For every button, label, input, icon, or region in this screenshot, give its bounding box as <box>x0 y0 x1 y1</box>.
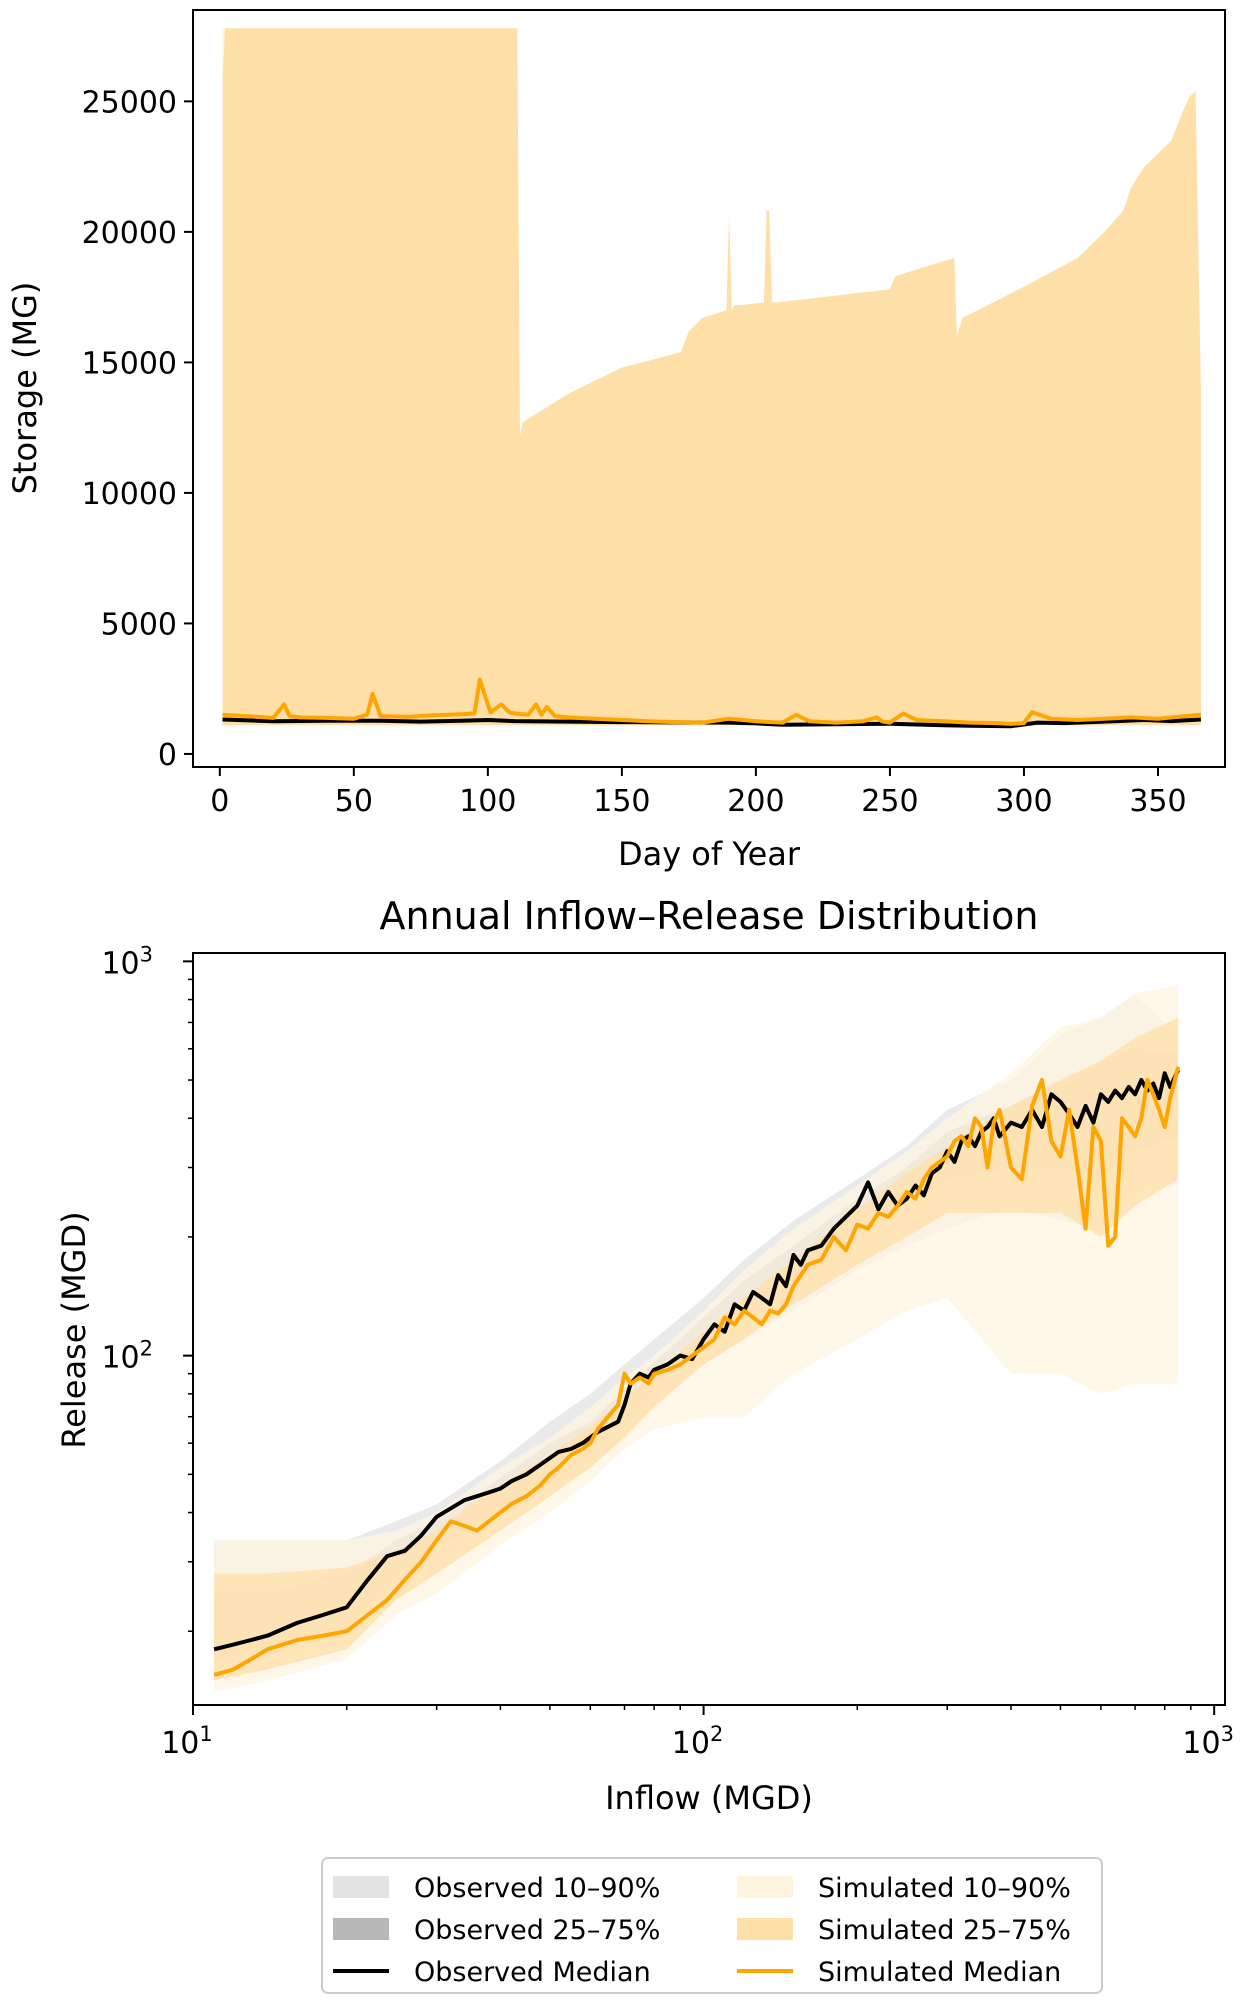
legend-label: Simulated Median <box>818 1957 1061 1988</box>
storage-x-axis-title: Day of Year <box>618 835 801 873</box>
release-chart: Annual Inflow–Release Distribution 101 10… <box>55 894 1234 1817</box>
storage-plot-frame <box>192 9 1226 768</box>
legend-label: Observed 25–75% <box>414 1915 660 1946</box>
storage-plot-area <box>222 28 1202 729</box>
legend-item: Observed Median <box>333 1957 651 1988</box>
legend-swatch <box>333 1918 389 1940</box>
release-plot-frame <box>192 952 1226 1706</box>
legend-swatch <box>737 1918 793 1940</box>
storage-y-tick-label: 25000 <box>82 85 177 120</box>
release-x-axis-title: Inflow (MGD) <box>605 1779 813 1817</box>
storage-y-axis: 0 5000 10000 15000 20000 25000 <box>82 85 193 773</box>
release-x-axis: 101 102 103 <box>161 1705 1234 1761</box>
legend-item: Simulated 25–75% <box>737 1915 1071 1946</box>
release-x-tick-label: 102 <box>672 1722 724 1761</box>
legend-frame <box>321 1857 1103 1994</box>
release-y-axis: 102 103 <box>101 942 193 1632</box>
storage-x-tick-label: 300 <box>995 784 1052 819</box>
legend: Observed 10–90% Observed 25–75% Observed M… <box>321 1857 1103 1994</box>
release-y-tick-label: 103 <box>101 942 153 981</box>
storage-x-axis: 0 50 100 150 200 250 300 350 <box>210 767 1187 819</box>
storage-line-1 <box>222 677 1202 726</box>
storage-x-tick-label: 100 <box>459 784 516 819</box>
release-line-1 <box>213 1066 1181 1677</box>
legend-item: Observed 25–75% <box>333 1915 660 1946</box>
storage-x-tick-label: 50 <box>335 784 373 819</box>
release-line-0 <box>213 1069 1180 1652</box>
legend-item: Observed 10–90% <box>333 1873 660 1904</box>
storage-y-tick-label: 15000 <box>82 346 177 381</box>
legend-label: Observed Median <box>414 1957 651 1988</box>
legend-swatch <box>737 1876 793 1898</box>
release-x-tick-label: 101 <box>161 1722 213 1761</box>
release-y-axis-title: Release (MGD) <box>55 1211 93 1448</box>
legend-item: Simulated Median <box>737 1957 1061 1988</box>
storage-x-tick-label: 350 <box>1129 784 1186 819</box>
storage-x-tick-label: 250 <box>861 784 918 819</box>
release-plot-area <box>213 985 1181 1693</box>
legend-swatch <box>333 1876 389 1898</box>
storage-y-axis-title: Storage (MG) <box>6 282 44 495</box>
storage-y-tick-label: 10000 <box>82 477 177 512</box>
storage-chart: 0 50 100 150 200 250 300 350 0 5000 10000 15000 200… <box>6 9 1226 873</box>
legend-label: Simulated 10–90% <box>818 1873 1071 1904</box>
legend-item: Simulated 10–90% <box>737 1873 1071 1904</box>
storage-y-tick-label: 0 <box>158 738 177 773</box>
storage-line-0 <box>222 717 1202 729</box>
storage-band-1 <box>222 28 1201 726</box>
release-chart-title: Annual Inflow–Release Distribution <box>380 894 1039 938</box>
legend-label: Observed 10–90% <box>414 1873 660 1904</box>
legend-items: Observed 10–90% Observed 25–75% Observed M… <box>333 1873 1071 1988</box>
storage-x-tick-label: 0 <box>210 784 229 819</box>
storage-y-tick-label: 20000 <box>82 216 177 251</box>
release-x-tick-label: 103 <box>1182 1722 1234 1761</box>
release-y-tick-label: 102 <box>101 1337 153 1376</box>
storage-y-tick-label: 5000 <box>101 607 177 642</box>
storage-x-tick-label: 150 <box>593 784 650 819</box>
legend-label: Simulated 25–75% <box>818 1915 1071 1946</box>
storage-x-tick-label: 200 <box>727 784 784 819</box>
